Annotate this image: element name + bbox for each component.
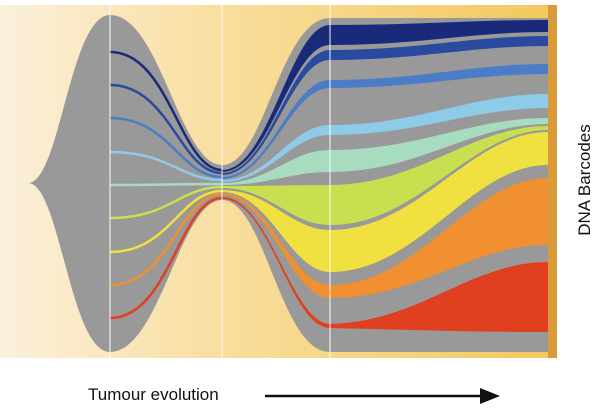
clone-band [222, 118, 548, 185]
timepoint-lines [109, 5, 331, 358]
clones [109, 20, 548, 332]
clone-band [222, 197, 548, 332]
clone-line [109, 185, 223, 220]
clone-lines [109, 50, 223, 320]
clone-band [222, 20, 548, 172]
background-edge [548, 5, 557, 358]
clone-line [109, 116, 223, 179]
clone-line [109, 182, 223, 187]
clone-band [222, 94, 548, 182]
clone-line [109, 196, 223, 320]
clone-line [109, 150, 223, 182]
clone-band [222, 64, 548, 179]
clone-line [109, 83, 223, 175]
clone-band [222, 36, 548, 175]
clone-band [222, 126, 548, 225]
clone-line [109, 50, 223, 172]
y-axis-label: DNA Barcodes [575, 124, 594, 236]
clone-line [109, 189, 223, 254]
clone-band [222, 132, 548, 272]
clone-band [222, 178, 548, 298]
clone-line [109, 192, 223, 287]
arrow-head [480, 388, 500, 404]
x-axis-label: Tumour evolution [88, 385, 219, 404]
